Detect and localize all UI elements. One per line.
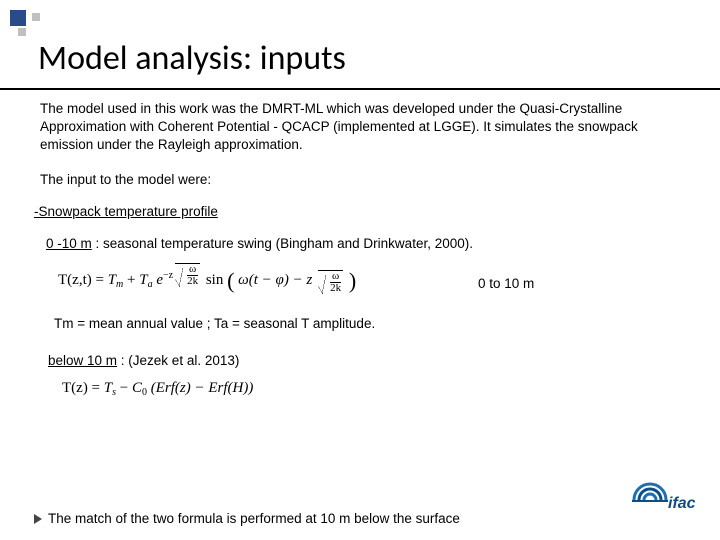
f1-plus: +: [127, 272, 139, 288]
f1-arg: ω(t − φ) − z: [238, 272, 312, 288]
f2-C0: C: [132, 380, 142, 396]
f2-minus: −: [120, 380, 132, 396]
f1-exp-neg: −z: [163, 270, 173, 281]
f1-Tm-sub: m: [116, 279, 123, 290]
body-content: The model used in this work was the DMRT…: [40, 100, 690, 406]
f1-Ta-sub: a: [148, 279, 153, 290]
f2-C0-sub: 0: [142, 387, 147, 398]
square-icon: [18, 28, 26, 36]
square-icon: [10, 10, 26, 26]
f1-frac1: ω2k: [185, 264, 200, 287]
f2-Ts-sub: s: [112, 387, 116, 398]
square-icon: [32, 13, 40, 21]
formula-1-row: T(z,t) = Tm + Ta e−zω2k sin ( ω(t − φ) −…: [58, 263, 690, 305]
f1-paren-close: ): [349, 268, 356, 293]
f1-paren-open: (: [227, 268, 234, 293]
corner-decoration: [10, 10, 70, 40]
f1-frac2-d: 2k: [328, 283, 343, 294]
ifac-logo: ifac: [628, 478, 702, 522]
formula-1: T(z,t) = Tm + Ta e−zω2k sin ( ω(t − φ) −…: [58, 263, 368, 305]
f1-lhs: T(z,t) =: [58, 272, 108, 288]
below-line: below 10 m : (Jezek et al. 2013): [48, 352, 690, 370]
subsection-heading: -Snowpack temperature profile: [34, 203, 690, 221]
f1-frac2: ω2k: [328, 271, 343, 294]
sqrt-icon: ω2k: [318, 270, 343, 294]
below-depth: below 10 m: [48, 353, 117, 368]
intro-paragraph: The model used in this work was the DMRT…: [40, 100, 690, 155]
f1-e: e: [156, 272, 163, 288]
f1-frac-d: 2k: [185, 276, 200, 287]
depth-line: 0 -10 m : seasonal temperature swing (Bi…: [46, 235, 690, 253]
formula-2: T(z) = Ts − C0 (Erf(z) − Erf(H)): [62, 378, 292, 406]
f1-exp: −zω2k: [163, 270, 202, 281]
sqrt-icon: ω2k: [175, 263, 200, 287]
bullet-text: The match of the two formula is performe…: [48, 511, 460, 526]
title-rule: [0, 88, 720, 90]
depth-desc: : seasonal temperature swing (Bingham an…: [92, 236, 473, 251]
logo-text: ifac: [668, 495, 696, 512]
f1-Ta: T: [139, 272, 147, 288]
range-label: 0 to 10 m: [478, 275, 534, 293]
tm-ta-line: Tm = mean annual value ; Ta = seasonal T…: [54, 315, 690, 333]
triangle-bullet-icon: [34, 514, 42, 524]
f1-Tm: T: [108, 272, 116, 288]
page-title: Model analysis: inputs: [38, 38, 346, 79]
below-ref: : (Jezek et al. 2013): [117, 353, 239, 368]
bullet-line: The match of the two formula is performe…: [34, 511, 600, 526]
f1-sin: sin: [206, 272, 224, 288]
f2-rest: (Erf(z) − Erf(H)): [151, 380, 254, 396]
inputs-lead: The input to the model were:: [40, 171, 690, 189]
depth-range: 0 -10 m: [46, 236, 92, 251]
f2-lhs: T(z) =: [62, 380, 104, 396]
f2-Ts: T: [104, 380, 112, 396]
